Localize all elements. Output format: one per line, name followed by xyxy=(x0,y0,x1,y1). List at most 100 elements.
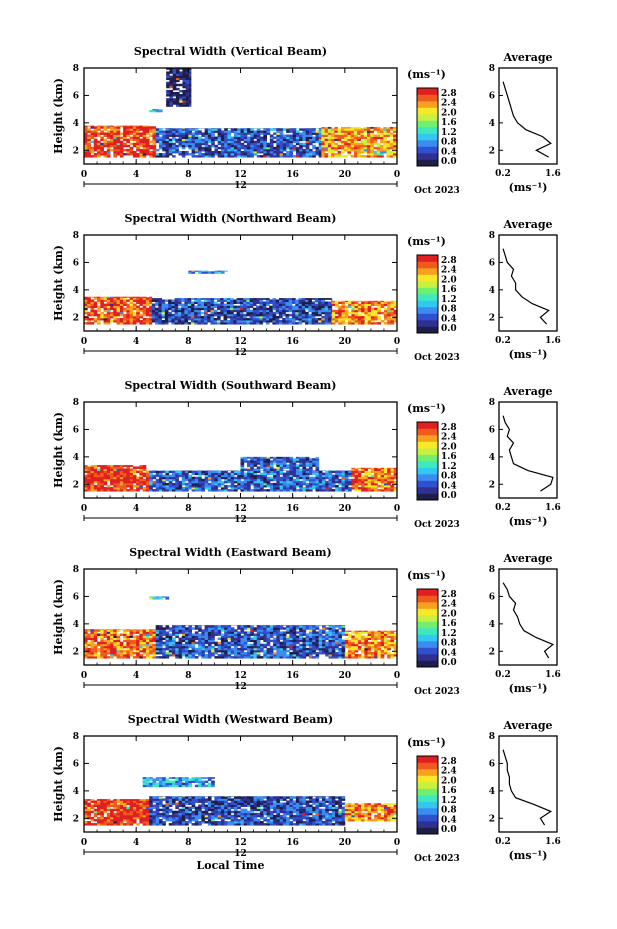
heatmap-cell xyxy=(357,150,361,154)
heatmap-cell xyxy=(367,130,371,133)
heatmap-cell xyxy=(308,130,313,133)
heatmap-cell xyxy=(374,300,378,302)
heatmap-cell xyxy=(152,489,157,492)
heatmap-cell xyxy=(152,144,157,148)
heatmap-cell xyxy=(213,311,218,315)
heatmap-cell xyxy=(97,482,101,486)
heatmap-cell xyxy=(344,144,348,148)
heatmap-cell xyxy=(200,320,205,323)
heatmap-cell xyxy=(142,651,147,655)
heatmap-cell xyxy=(129,297,134,300)
heatmap-cell xyxy=(237,625,241,628)
heatmap-cell xyxy=(191,470,196,474)
heatmap-cell xyxy=(324,320,329,323)
heatmap-cell xyxy=(90,309,95,313)
heatmap-cell xyxy=(227,645,232,649)
heatmap-cell xyxy=(113,144,117,148)
heatmap-cell xyxy=(367,476,372,480)
heatmap-cell xyxy=(239,309,244,313)
heatmap-cell xyxy=(110,656,114,659)
heatmap-cell xyxy=(285,307,290,311)
heatmap-cell xyxy=(181,322,185,325)
heatmap-cell xyxy=(386,130,391,133)
heatmap-cell xyxy=(175,130,179,133)
heatmap-cell xyxy=(177,309,182,313)
heatmap-cell xyxy=(145,647,150,651)
heatmap-cell xyxy=(387,320,391,323)
heatmap-cell xyxy=(357,146,361,150)
heatmap-cell xyxy=(149,647,153,651)
heatmap-cell xyxy=(269,155,274,158)
heatmap-cell xyxy=(217,307,221,311)
heatmap-cell xyxy=(344,315,349,319)
heatmap-cell xyxy=(132,656,137,659)
heatmap-cell xyxy=(100,315,104,319)
heatmap-cell xyxy=(123,299,127,302)
heatmap-cell xyxy=(224,144,228,148)
heatmap-cell xyxy=(214,631,219,634)
heatmap-cell xyxy=(155,320,159,323)
heatmap-cell xyxy=(224,643,228,647)
heatmap-cell xyxy=(184,299,189,302)
heatmap-cell xyxy=(142,136,147,140)
heatmap-cell xyxy=(188,87,192,91)
heatmap-cell xyxy=(340,140,345,144)
heatmap-cell xyxy=(207,625,212,628)
heatmap-cell xyxy=(247,466,251,469)
heatmap-cell xyxy=(243,458,248,461)
heatmap-cell xyxy=(230,311,234,315)
heatmap-cell xyxy=(243,138,248,142)
heatmap-cell xyxy=(204,484,209,488)
heatmap-cell xyxy=(87,144,91,148)
heatmap-cell xyxy=(169,104,174,107)
heatmap-cell xyxy=(273,627,277,630)
heatmap-cell xyxy=(390,320,395,323)
heatmap-cell xyxy=(370,153,374,156)
heatmap-cell xyxy=(185,627,189,630)
heatmap-cell xyxy=(168,142,173,146)
heatmap-cell xyxy=(165,144,170,148)
heatmap-cell xyxy=(227,142,232,146)
heatmap-cell xyxy=(233,489,238,492)
heatmap-cell xyxy=(182,104,187,107)
heatmap-cell xyxy=(207,305,211,309)
heatmap-cell xyxy=(263,480,267,484)
average-x-tick-label: 0.2 xyxy=(495,169,511,179)
heatmap-cell xyxy=(100,297,104,300)
heatmap-cell xyxy=(361,480,365,484)
heatmap-cell xyxy=(188,482,192,486)
heatmap-cell xyxy=(247,144,251,148)
heatmap-cell xyxy=(233,651,238,655)
heatmap-cell xyxy=(106,322,111,325)
heatmap-cell xyxy=(299,651,303,655)
heatmap-cell xyxy=(116,465,121,467)
heatmap-cell xyxy=(201,478,206,482)
heatmap-cell xyxy=(260,480,264,484)
heatmap-cell xyxy=(260,625,264,628)
colorbar-swatch xyxy=(417,480,438,488)
heatmap-cell xyxy=(292,474,297,478)
heatmap-cell xyxy=(387,472,391,476)
heatmap-cell xyxy=(263,635,267,638)
heatmap-cell xyxy=(194,482,199,486)
heatmap-cell xyxy=(376,153,381,156)
heatmap-cell xyxy=(282,144,287,148)
heatmap-cell xyxy=(113,641,117,645)
heatmap-cell xyxy=(145,146,150,150)
heatmap-cell xyxy=(266,128,271,131)
heatmap-cell xyxy=(185,85,190,89)
heatmap-cell xyxy=(305,470,310,474)
heatmap-cell xyxy=(142,487,147,490)
average-title: Average xyxy=(502,51,552,64)
heatmap-cell xyxy=(126,482,131,486)
heatmap-cell xyxy=(295,647,300,651)
heatmap-cell xyxy=(350,130,355,133)
heatmap-cell xyxy=(318,136,322,140)
heatmap-cell xyxy=(106,641,111,645)
heatmap-cell xyxy=(194,128,199,131)
heatmap-cell xyxy=(292,627,297,630)
heatmap-cell xyxy=(198,472,202,476)
heatmap-cell xyxy=(286,136,290,140)
heatmap-cell xyxy=(152,153,157,156)
heatmap-cell xyxy=(119,317,124,321)
